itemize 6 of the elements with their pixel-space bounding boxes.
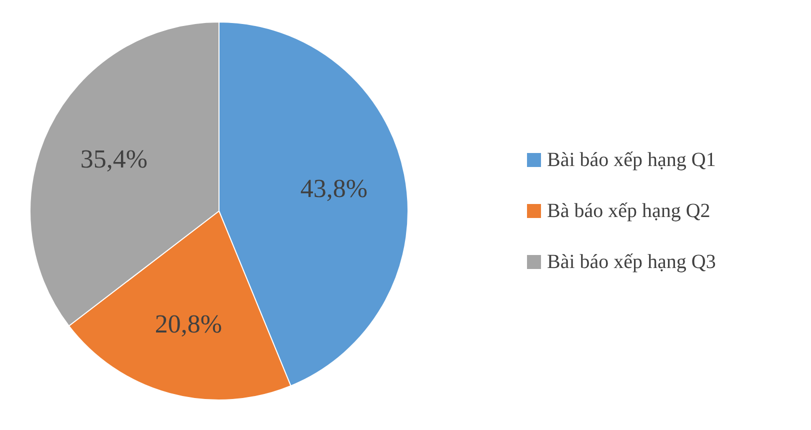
data-label: 20,8% [154,310,222,339]
legend-label: Bài báo xếp hạng Q3 [547,251,716,273]
legend-label: Bà báo xếp hạng Q2 [547,200,710,222]
data-label: 35,4% [80,144,148,174]
data-label: 43,8% [300,174,368,203]
legend-label: Bài báo xếp hạng Q1 [547,149,716,171]
